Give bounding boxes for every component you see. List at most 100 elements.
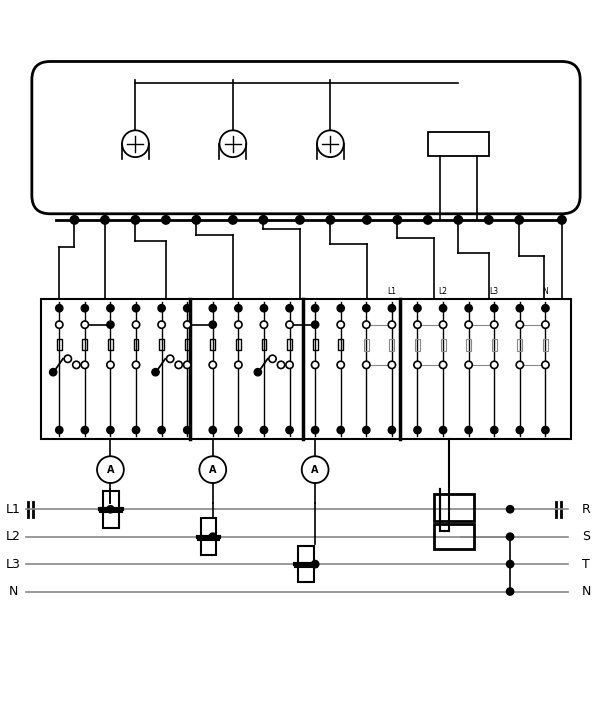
Circle shape [515,215,523,224]
Circle shape [260,426,267,433]
Circle shape [166,355,174,362]
Circle shape [184,305,191,312]
Circle shape [50,369,57,376]
Circle shape [465,361,472,369]
Circle shape [388,361,395,369]
Circle shape [235,361,242,369]
Circle shape [491,361,498,369]
Circle shape [393,215,401,224]
Circle shape [56,426,63,433]
Circle shape [175,361,182,369]
Circle shape [73,361,80,369]
Circle shape [491,321,498,328]
Bar [57,339,62,350]
Circle shape [235,305,242,312]
Circle shape [363,305,370,312]
Bar [103,491,119,528]
Bar [434,524,474,549]
Circle shape [414,321,421,328]
Circle shape [542,361,549,369]
Circle shape [363,215,371,224]
Circle shape [363,426,370,433]
Bar [364,338,369,351]
Bar [492,338,497,351]
Circle shape [152,369,159,376]
Circle shape [414,361,421,369]
Circle shape [485,215,493,224]
Circle shape [516,305,523,312]
Circle shape [277,361,285,369]
Text: L1: L1 [387,287,397,296]
Text: A: A [209,464,217,474]
Circle shape [312,321,319,328]
Circle shape [542,426,549,433]
Text: A: A [312,464,319,474]
Circle shape [132,426,140,433]
Bar [287,339,292,350]
Circle shape [106,305,114,312]
Circle shape [414,426,421,433]
Circle shape [454,215,463,224]
Circle shape [439,426,447,433]
Bar [441,338,446,351]
Circle shape [162,215,170,224]
Circle shape [209,321,217,328]
Bar [108,339,113,350]
Circle shape [491,305,498,312]
Bar [543,338,548,351]
Circle shape [209,533,217,540]
Circle shape [414,305,421,312]
Circle shape [106,321,114,328]
Circle shape [542,305,549,312]
Circle shape [363,361,370,369]
Circle shape [465,305,472,312]
Bar [133,339,138,350]
Circle shape [507,560,513,568]
Circle shape [558,215,566,224]
Text: S: S [582,530,590,543]
Circle shape [260,305,267,312]
Circle shape [132,361,140,369]
Circle shape [286,321,293,328]
Circle shape [254,369,261,376]
Circle shape [516,321,523,328]
Bar [41,299,571,439]
Bar [236,339,241,350]
Circle shape [542,321,549,328]
Circle shape [192,215,201,224]
Circle shape [507,588,513,595]
Circle shape [106,426,114,433]
Circle shape [64,355,72,362]
Circle shape [337,305,345,312]
Circle shape [286,426,293,433]
Circle shape [516,426,523,433]
Circle shape [81,426,89,433]
Circle shape [81,361,89,369]
Circle shape [56,321,63,328]
Circle shape [132,305,140,312]
Circle shape [81,305,89,312]
Circle shape [326,215,335,224]
Bar [211,339,215,350]
Circle shape [70,215,79,224]
Bar [159,339,164,350]
Circle shape [269,355,276,362]
Bar [338,339,343,350]
Circle shape [259,215,267,224]
Text: R: R [582,503,591,516]
Circle shape [131,215,140,224]
Circle shape [337,361,345,369]
Circle shape [184,321,191,328]
Circle shape [312,361,319,369]
Bar [261,339,266,350]
Circle shape [209,361,217,369]
Text: N: N [543,287,548,296]
Circle shape [337,321,345,328]
Circle shape [235,321,242,328]
Circle shape [158,321,165,328]
Circle shape [260,321,267,328]
Bar [428,132,489,156]
Circle shape [286,305,293,312]
Text: L1: L1 [6,503,21,516]
Circle shape [507,533,513,540]
